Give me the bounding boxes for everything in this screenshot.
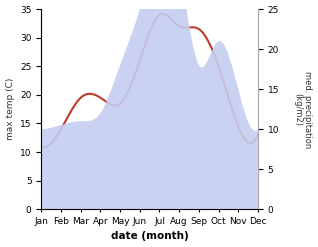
Y-axis label: max temp (C): max temp (C) <box>5 78 15 140</box>
Y-axis label: med. precipitation
(kg/m2): med. precipitation (kg/m2) <box>293 71 313 148</box>
X-axis label: date (month): date (month) <box>111 231 189 242</box>
